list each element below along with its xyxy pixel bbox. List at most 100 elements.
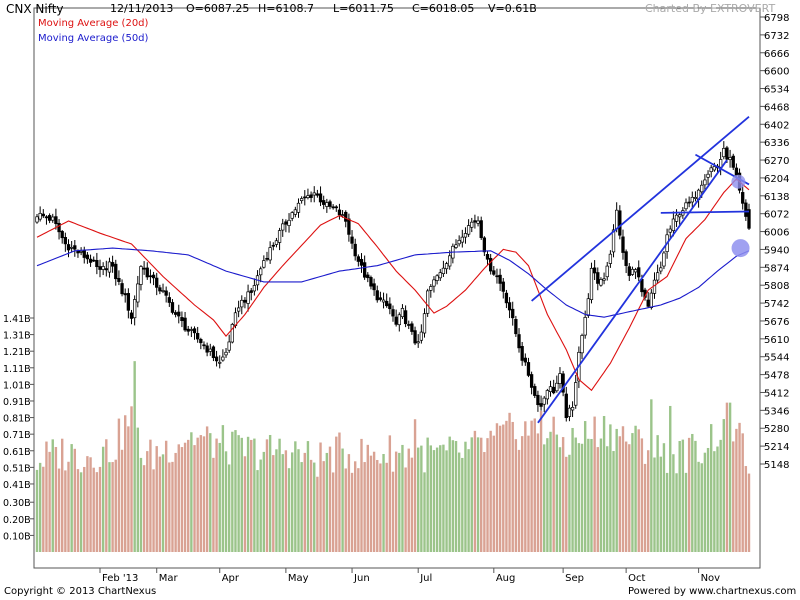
volume-bar: [70, 444, 73, 552]
candle-up: [224, 351, 228, 356]
candle-up: [293, 209, 297, 215]
volume-bar: [435, 447, 439, 552]
candle-down: [110, 262, 115, 267]
volume-bar: [297, 449, 300, 552]
candle-down: [564, 393, 568, 419]
candle-up: [630, 268, 635, 275]
candle-down: [501, 281, 505, 292]
price-axis-label: 5874: [764, 263, 789, 274]
candle-up: [38, 213, 42, 220]
candle-down: [41, 213, 45, 217]
candle-down: [366, 274, 370, 279]
volume-bar: [83, 466, 86, 552]
candle-up: [674, 214, 679, 222]
volume-bar: [511, 421, 514, 552]
candle-up: [655, 272, 660, 281]
charted-by-label: Charted By EXTROVERT: [645, 2, 776, 15]
candle-down: [514, 319, 518, 335]
candle-down: [214, 356, 219, 362]
volume-bar: [199, 435, 203, 552]
volume-bar: [325, 452, 329, 552]
volume-axis-label: 0.10B: [3, 531, 31, 542]
candle-up: [236, 307, 241, 312]
candle-down: [410, 323, 414, 332]
volume-bar: [596, 447, 599, 552]
candle-down: [57, 222, 61, 233]
candle-down: [271, 244, 275, 247]
volume-bar: [363, 462, 366, 552]
candle-up: [101, 266, 105, 270]
price-axis-label: 6402: [764, 120, 789, 131]
candle-up: [570, 407, 575, 411]
candle-down: [334, 206, 338, 209]
candle-down: [507, 302, 512, 311]
candle-up: [555, 382, 559, 392]
candle-down: [173, 312, 178, 315]
volume-bar: [451, 440, 455, 552]
volume-bar: [127, 426, 130, 552]
volume-bar: [612, 451, 615, 552]
price-axis-label: 5346: [764, 406, 789, 417]
volume-bar: [426, 437, 429, 552]
candle-up: [262, 260, 266, 268]
candle-down: [129, 312, 134, 319]
volume-bar: [331, 472, 335, 552]
volume-axis-label: 0.81B: [3, 414, 31, 425]
candle-down: [504, 292, 509, 304]
candle-up: [325, 202, 329, 207]
month-label: Jul: [419, 573, 432, 584]
candle-up: [70, 246, 74, 249]
candle-down: [344, 211, 348, 222]
month-label: Apr: [222, 573, 240, 584]
candle-up: [312, 192, 316, 196]
volume-bar: [287, 468, 291, 552]
candle-down: [322, 200, 326, 205]
volume-bar: [45, 441, 48, 552]
candle-up: [274, 240, 279, 245]
volume-bar: [624, 441, 628, 552]
volume-bar: [492, 435, 496, 552]
candle-down: [186, 328, 190, 332]
candle-down: [492, 270, 496, 275]
volume-bar: [218, 442, 221, 552]
volume-bar: [473, 430, 477, 552]
volume-bar: [628, 444, 631, 552]
candle-down: [407, 324, 411, 326]
volume-axis-label: 0.20B: [3, 515, 31, 526]
candle-up: [599, 279, 603, 286]
volume-bar: [429, 445, 433, 552]
annotation-marker: [731, 239, 750, 258]
volume-bar: [344, 468, 347, 552]
volume-bar: [190, 432, 193, 552]
candle-down: [180, 317, 184, 321]
volume-bar: [253, 438, 256, 552]
ma50-line: [36, 247, 750, 318]
volume-bar: [417, 447, 420, 552]
candle-up: [668, 228, 672, 233]
volume-bar: [549, 431, 552, 552]
candle-up: [649, 292, 653, 308]
volume-bar: [577, 443, 581, 552]
volume-bar: [650, 399, 653, 552]
candle-up: [161, 290, 165, 292]
candle-up: [567, 407, 572, 417]
volume-bar: [684, 472, 688, 552]
candle-up: [633, 269, 638, 273]
volume-bar: [177, 444, 180, 552]
volume-bar: [300, 462, 303, 552]
candle-up: [246, 291, 250, 304]
price-axis-label: 5412: [764, 388, 789, 399]
volume-bar: [454, 441, 458, 552]
price-axis-label: 5808: [764, 281, 789, 292]
candle-up: [296, 202, 301, 213]
candle-down: [114, 263, 118, 280]
price-axis-label: 5148: [764, 460, 789, 471]
volume-bar: [543, 444, 546, 552]
volume-bar: [700, 463, 703, 552]
volume-bar: [76, 469, 80, 552]
candle-down: [734, 167, 739, 176]
candle-up: [709, 167, 713, 173]
volume-bar: [353, 461, 357, 552]
volume-bar: [653, 457, 656, 552]
volume-bar: [256, 470, 259, 552]
